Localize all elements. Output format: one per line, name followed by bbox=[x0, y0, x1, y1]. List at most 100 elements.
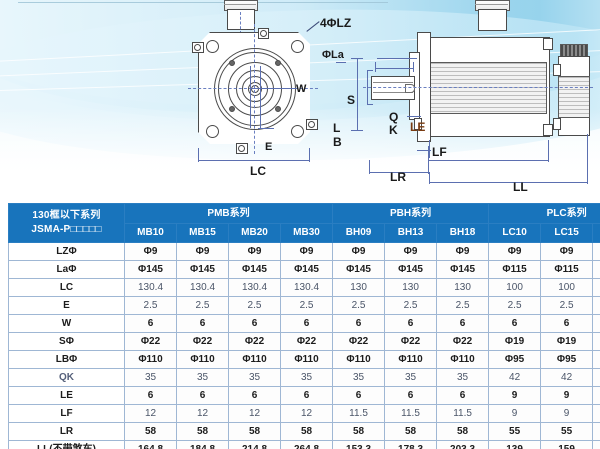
dim-lc-ext-right bbox=[309, 148, 310, 162]
shaft-keyway-bottom bbox=[373, 92, 413, 93]
dim-e-base bbox=[258, 128, 274, 129]
cell-bh09-11: 153.3 bbox=[332, 440, 386, 449]
cell-mb30-9: 12 bbox=[279, 404, 334, 423]
cell-mb10-3: 2.5 bbox=[124, 296, 177, 315]
model-header-mb20: MB20 bbox=[228, 222, 281, 243]
cell-lc20-6: Φ95 bbox=[592, 350, 600, 369]
cell-mb10-0: Φ9 bbox=[124, 242, 177, 261]
row-label-lr: LR bbox=[8, 422, 125, 441]
cell-bh13-2: 130 bbox=[384, 278, 438, 297]
cell-lc15-5: Φ19 bbox=[540, 332, 594, 351]
cell-lc20-2: 100 bbox=[592, 278, 600, 297]
group-header-plc: PLC系列 bbox=[488, 203, 600, 224]
lug-left-hole-icon bbox=[194, 44, 201, 51]
cell-mb15-1: Φ145 bbox=[176, 260, 229, 279]
shaft-centerline bbox=[363, 87, 593, 88]
cell-lc15-6: Φ95 bbox=[540, 350, 594, 369]
cell-bh18-7: 35 bbox=[436, 368, 490, 387]
row-label-la: LaΦ bbox=[8, 260, 125, 279]
lug-bottom-hole-icon bbox=[238, 145, 245, 152]
model-header-mb30: MB30 bbox=[279, 222, 334, 243]
cell-lc15-10: 55 bbox=[540, 422, 594, 441]
cell-bh13-7: 35 bbox=[384, 368, 438, 387]
table-row: LZΦΦ9Φ9Φ9Φ9Φ9Φ9Φ9Φ9Φ9Φ9 bbox=[8, 242, 600, 261]
dim-lf-guide bbox=[429, 160, 549, 161]
cell-mb20-0: Φ9 bbox=[228, 242, 281, 261]
centerline-vertical bbox=[254, 24, 255, 154]
cell-mb20-5: Φ22 bbox=[228, 332, 281, 351]
table-corner-header: 130框以下系列 JSMA-P□□□□□ bbox=[8, 203, 125, 243]
table-model-header-row: MB10 MB15 MB20 MB30 BH09 BH13 BH18 LC10 … bbox=[9, 222, 600, 243]
row-label-e: E bbox=[8, 296, 125, 315]
row-label-le: LE bbox=[8, 386, 125, 405]
cell-lc20-4: 6 bbox=[592, 314, 600, 333]
label-phi-la: ΦLa bbox=[322, 49, 344, 61]
label-le: LE bbox=[410, 120, 426, 134]
connector-centerline bbox=[240, 12, 241, 34]
cell-lc10-0: Φ9 bbox=[488, 242, 542, 261]
cell-lc15-9: 9 bbox=[540, 404, 594, 423]
cell-lc10-9: 9 bbox=[488, 404, 542, 423]
cell-lc20-11: 179 bbox=[592, 440, 600, 449]
cell-bh18-2: 130 bbox=[436, 278, 490, 297]
label-s: S bbox=[347, 93, 356, 107]
pilot-circle-3 bbox=[228, 62, 282, 116]
cell-lc15-2: 100 bbox=[540, 278, 594, 297]
lug-right-hole-icon bbox=[308, 121, 315, 128]
shaft-key bbox=[405, 84, 415, 93]
cell-bh09-6: Φ110 bbox=[332, 350, 386, 369]
encoder-tab-top bbox=[553, 64, 561, 76]
table-row: QK35353535353535424243 bbox=[8, 368, 600, 387]
cell-bh13-9: 11.5 bbox=[384, 404, 438, 423]
label-lr: LR bbox=[390, 170, 406, 184]
cell-mb20-6: Φ110 bbox=[228, 350, 281, 369]
cell-bh18-0: Φ9 bbox=[436, 242, 490, 261]
model-header-bh13: BH13 bbox=[384, 222, 438, 243]
cell-bh18-10: 58 bbox=[436, 422, 490, 441]
label-ll: LL bbox=[513, 180, 528, 194]
cell-bh13-8: 6 bbox=[384, 386, 438, 405]
side-connector-body bbox=[478, 9, 507, 31]
pilot-circle-outer bbox=[214, 48, 296, 130]
table-head: 130框以下系列 JSMA-P□□□□□ PMB系列 PBH系列 PLC系列 M… bbox=[8, 203, 600, 243]
cell-lc15-7: 42 bbox=[540, 368, 594, 387]
cell-bh09-2: 130 bbox=[332, 278, 386, 297]
cell-bh09-9: 11.5 bbox=[332, 404, 386, 423]
label-lc: LC bbox=[250, 164, 266, 178]
cell-mb15-5: Φ22 bbox=[176, 332, 229, 351]
cell-mb20-8: 6 bbox=[228, 386, 281, 405]
label-b: B bbox=[333, 135, 342, 149]
cell-bh18-3: 2.5 bbox=[436, 296, 490, 315]
table-row: LR58585858585858555555 bbox=[8, 422, 600, 441]
dim-l-line bbox=[357, 58, 358, 130]
dim-b-tick-bottom bbox=[351, 130, 363, 131]
label-q: Q bbox=[389, 110, 399, 124]
group-header-pmb: PMB系列 bbox=[123, 203, 334, 224]
model-header-lc20: LC20 bbox=[592, 222, 600, 243]
tapped-hole-4-icon bbox=[275, 106, 281, 112]
cell-lc20-10: 55 bbox=[592, 422, 600, 441]
cell-mb20-9: 12 bbox=[228, 404, 281, 423]
cell-mb30-1: Φ145 bbox=[279, 260, 334, 279]
label-lf: LF bbox=[432, 145, 447, 159]
cell-lc20-8: 9 bbox=[592, 386, 600, 405]
cell-bh09-1: Φ145 bbox=[332, 260, 386, 279]
shaft-circle bbox=[242, 76, 268, 102]
encoder-fins bbox=[558, 76, 590, 118]
cell-mb20-7: 35 bbox=[228, 368, 281, 387]
top-rule bbox=[18, 2, 388, 3]
cell-mb30-11: 264.8 bbox=[279, 440, 334, 449]
cell-mb10-11: 164.8 bbox=[124, 440, 177, 449]
cell-bh09-10: 58 bbox=[332, 422, 386, 441]
cell-lc10-8: 9 bbox=[488, 386, 542, 405]
dim-ll-ext-right bbox=[587, 134, 588, 184]
cell-mb10-6: Φ110 bbox=[124, 350, 177, 369]
row-label-lf: LF bbox=[8, 404, 125, 423]
label-l: L bbox=[333, 121, 341, 135]
cell-mb15-7: 35 bbox=[176, 368, 229, 387]
dim-w-line bbox=[250, 88, 296, 89]
mounting-hole-br-icon bbox=[291, 125, 304, 138]
cell-mb15-10: 58 bbox=[176, 422, 229, 441]
